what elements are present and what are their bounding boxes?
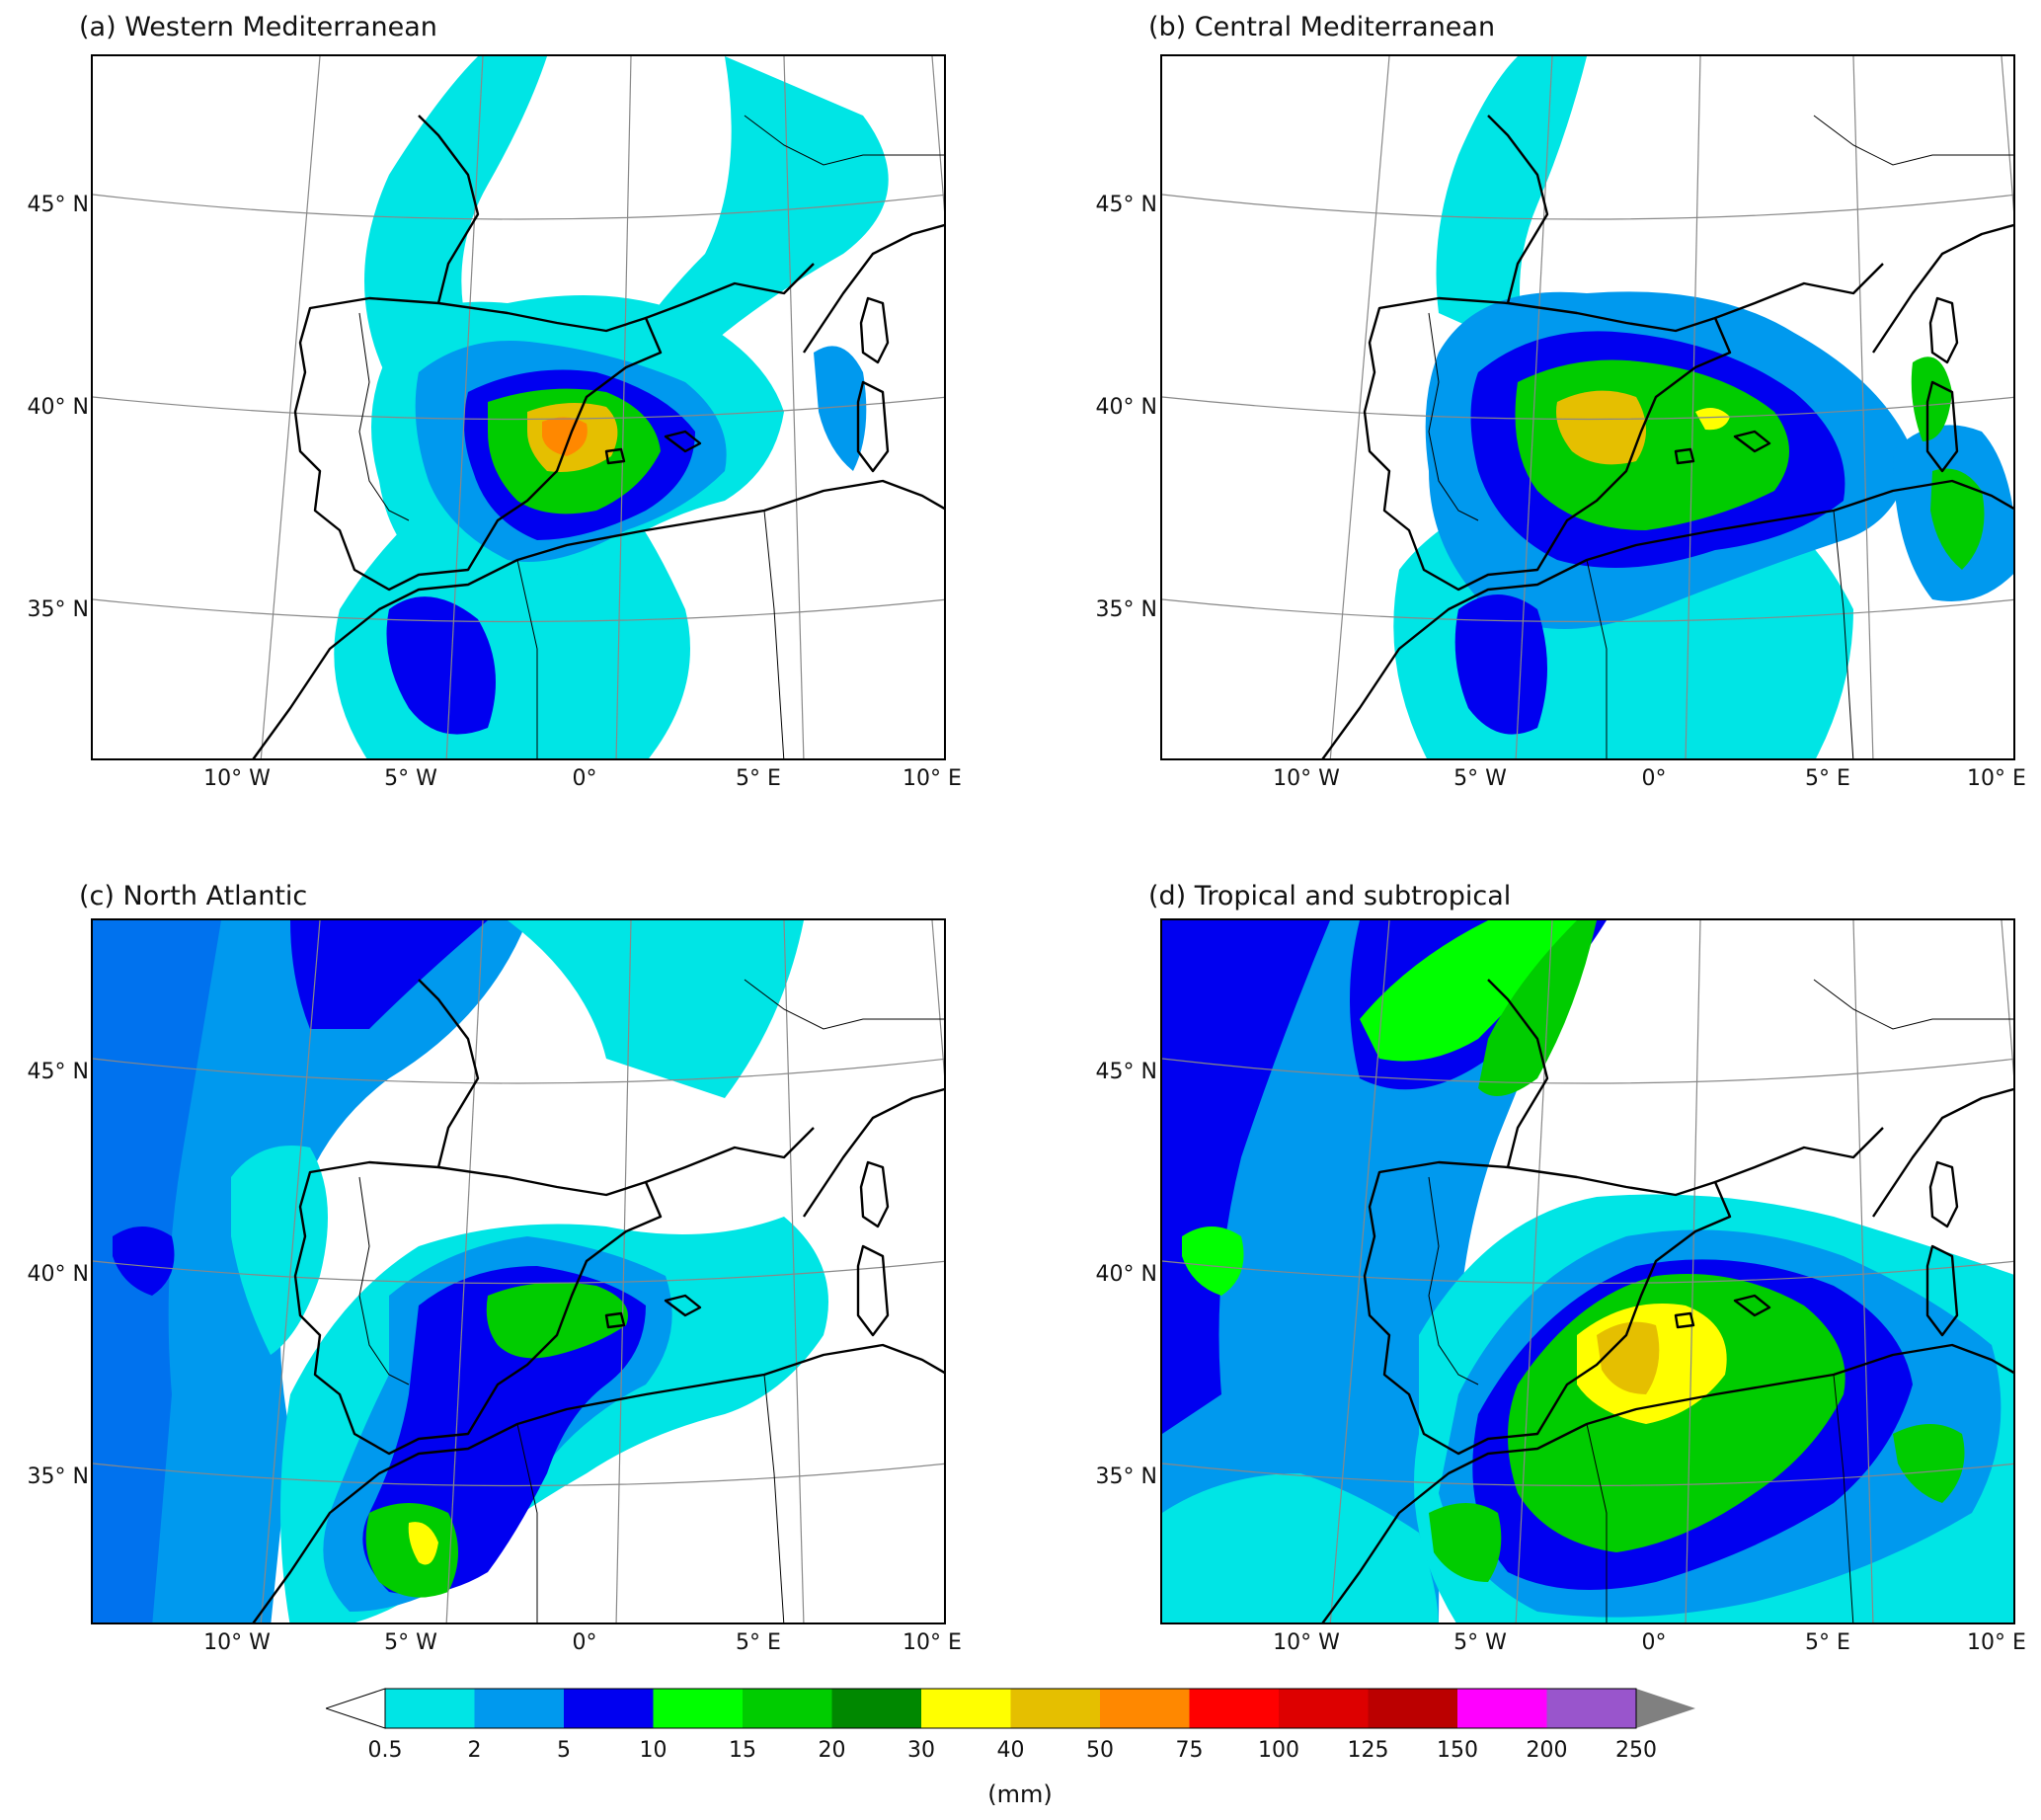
lon-label-10w-b: 10° W bbox=[1273, 766, 1340, 791]
colorbar-tick-label: 2 bbox=[467, 1738, 482, 1763]
colorbar-segment bbox=[921, 1689, 1011, 1728]
lon-label-0-a: 0° bbox=[572, 766, 597, 791]
lat-label-40-a: 40° N bbox=[27, 395, 89, 420]
panel-a-map-svg bbox=[93, 56, 946, 760]
panel-b-map-svg bbox=[1162, 56, 2015, 760]
lat-label-45-a: 45° N bbox=[27, 193, 89, 217]
lon-label-5w-a: 5° W bbox=[384, 766, 437, 791]
lon-label-10e-d: 10° E bbox=[1967, 1630, 2026, 1655]
colorbar-segment bbox=[831, 1689, 922, 1728]
colorbar-tick-label: 75 bbox=[1175, 1738, 1204, 1763]
colorbar-tick-label: 200 bbox=[1526, 1738, 1568, 1763]
lat-label-45-d: 45° N bbox=[1095, 1060, 1157, 1084]
colorbar-unit-label: (mm) bbox=[987, 1780, 1053, 1808]
panel-c-title: (c) North Atlantic bbox=[79, 881, 308, 911]
colorbar-segment bbox=[653, 1689, 744, 1728]
colorbar-tick-label: 20 bbox=[818, 1738, 846, 1763]
lon-label-0-b: 0° bbox=[1641, 766, 1667, 791]
panel-b-map bbox=[1160, 54, 2015, 760]
panel-a-title: (a) Western Mediterranean bbox=[79, 12, 437, 42]
panel-d-map bbox=[1160, 918, 2015, 1624]
lon-label-5w-c: 5° W bbox=[384, 1630, 437, 1655]
colorbar-outline bbox=[384, 1688, 1637, 1729]
colorbar-segment bbox=[1457, 1689, 1547, 1728]
lon-label-10e-b: 10° E bbox=[1967, 766, 2026, 791]
lat-label-35-a: 35° N bbox=[27, 597, 89, 622]
lon-label-10w-d: 10° W bbox=[1273, 1630, 1340, 1655]
colorbar-tick-label: 150 bbox=[1437, 1738, 1478, 1763]
lat-label-40-c: 40° N bbox=[27, 1262, 89, 1287]
colorbar-tick-label: 0.5 bbox=[367, 1738, 403, 1763]
lon-label-0-c: 0° bbox=[572, 1630, 597, 1655]
lon-label-10e-c: 10° E bbox=[903, 1630, 962, 1655]
colorbar-segment bbox=[1189, 1689, 1280, 1728]
panel-a-map bbox=[91, 54, 946, 760]
lat-label-45-c: 45° N bbox=[27, 1060, 89, 1084]
lon-label-5e-d: 5° E bbox=[1805, 1630, 1850, 1655]
panel-c-map bbox=[91, 918, 946, 1624]
colorbar-tick-label: 5 bbox=[557, 1738, 571, 1763]
lat-label-40-b: 40° N bbox=[1095, 395, 1157, 420]
panel-d-map-svg bbox=[1162, 920, 2015, 1624]
lat-label-35-c: 35° N bbox=[27, 1464, 89, 1489]
colorbar-segment bbox=[474, 1689, 565, 1728]
colorbar-segment bbox=[743, 1689, 832, 1728]
lon-label-5e-a: 5° E bbox=[736, 766, 781, 791]
lon-label-5w-b: 5° W bbox=[1453, 766, 1507, 791]
colorbar-tick-label: 50 bbox=[1086, 1738, 1114, 1763]
lon-label-10w-c: 10° W bbox=[203, 1630, 271, 1655]
colorbar-tick-label: 125 bbox=[1347, 1738, 1389, 1763]
panel-b-title: (b) Central Mediterranean bbox=[1148, 12, 1496, 42]
lon-label-5e-b: 5° E bbox=[1805, 766, 1850, 791]
colorbar-segment bbox=[1100, 1689, 1190, 1728]
colorbar-tick-label: 40 bbox=[996, 1738, 1025, 1763]
colorbar-under-extend bbox=[326, 1688, 386, 1729]
lat-label-35-d: 35° N bbox=[1095, 1464, 1157, 1489]
colorbar-tick-label: 100 bbox=[1258, 1738, 1299, 1763]
lon-label-5w-d: 5° W bbox=[1453, 1630, 1507, 1655]
colorbar-segment bbox=[385, 1689, 475, 1728]
colorbar-segment bbox=[1368, 1689, 1458, 1728]
colorbar bbox=[326, 1688, 1695, 1729]
colorbar-tick-label: 10 bbox=[639, 1738, 667, 1763]
lon-label-5e-c: 5° E bbox=[736, 1630, 781, 1655]
lon-label-10e-a: 10° E bbox=[903, 766, 962, 791]
colorbar-segment bbox=[1010, 1689, 1101, 1728]
colorbar-tick-label: 30 bbox=[907, 1738, 935, 1763]
panel-d-title: (d) Tropical and subtropical bbox=[1148, 881, 1512, 911]
colorbar-tick-label: 15 bbox=[729, 1738, 756, 1763]
colorbar-segment bbox=[564, 1689, 654, 1728]
lat-label-35-b: 35° N bbox=[1095, 597, 1157, 622]
lat-label-40-d: 40° N bbox=[1095, 1262, 1157, 1287]
lon-label-10w-a: 10° W bbox=[203, 766, 271, 791]
lon-label-0-d: 0° bbox=[1641, 1630, 1667, 1655]
lat-label-45-b: 45° N bbox=[1095, 193, 1157, 217]
colorbar-over-extend bbox=[1636, 1689, 1695, 1728]
colorbar-tick-label: 250 bbox=[1615, 1738, 1657, 1763]
colorbar-segment bbox=[1546, 1689, 1637, 1728]
colorbar-segment bbox=[1279, 1689, 1369, 1728]
panel-c-map-svg bbox=[93, 920, 946, 1624]
